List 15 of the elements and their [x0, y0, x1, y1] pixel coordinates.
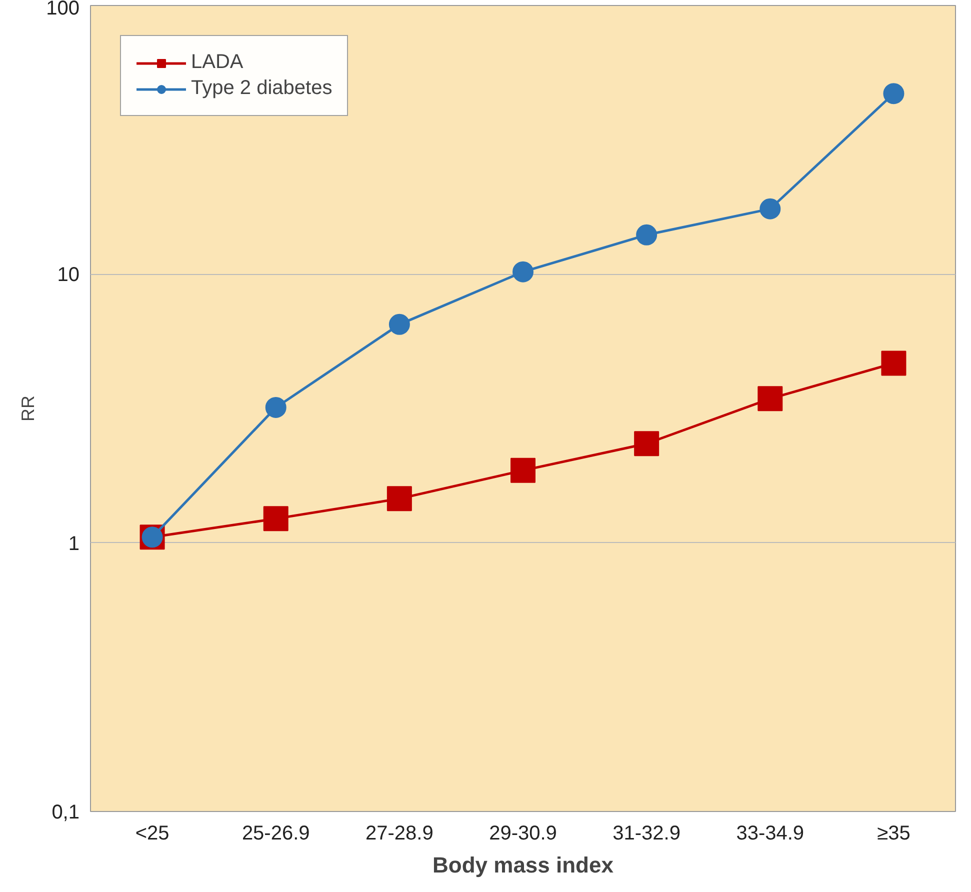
- y-axis-title: RR: [18, 396, 38, 422]
- x-tick-label: 25-26.9: [242, 822, 310, 844]
- x-tick-label: 27-28.9: [366, 822, 434, 844]
- legend-label: LADA: [191, 51, 244, 74]
- x-tick-label: 31-32.9: [612, 822, 680, 844]
- x-tick-label: <25: [135, 822, 170, 844]
- y-tick-label: 10: [57, 264, 80, 286]
- x-tick-label: ≥35: [877, 822, 910, 844]
- y-tick-label: 0,1: [52, 802, 80, 824]
- legend-label: Type 2 diabetes: [191, 77, 332, 100]
- x-axis-title: Body mass index: [432, 852, 614, 878]
- y-tick-label: 100: [46, 0, 80, 20]
- x-tick-label: 33-34.9: [736, 822, 804, 844]
- y-tick-label: 1: [68, 532, 80, 555]
- x-tick-label: 29-30.9: [489, 822, 557, 844]
